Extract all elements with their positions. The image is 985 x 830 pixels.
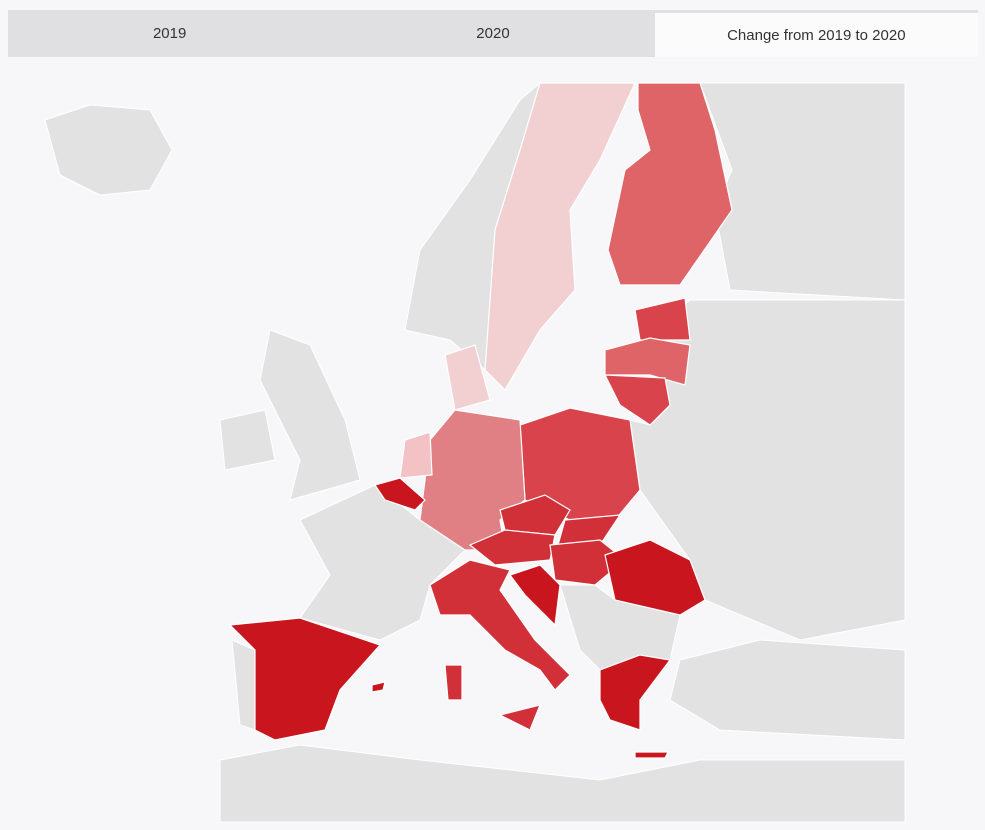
estonia [634,297,691,341]
tab-bar: 2019 2020 Change from 2019 to 2020 [8,10,978,57]
crete [634,751,669,759]
finland [607,82,733,286]
tab[interactable]: 2020 [476,25,510,42]
italy [429,559,571,691]
czechia [499,494,571,536]
background-land [44,81,906,823]
lithuania [604,374,671,426]
sardinia [444,664,463,701]
romania [604,539,706,616]
belgium [374,477,426,511]
spain [228,617,382,741]
denmark [444,344,491,411]
balearics [371,681,386,693]
croatia [509,564,561,627]
countries [228,82,733,759]
netherlands [399,431,433,479]
greece [599,654,672,731]
sweden [484,82,636,391]
tab[interactable]: 2019 [152,25,187,42]
tab[interactable]: Change from 2019 to 2020 [654,13,978,57]
sicily [498,704,541,731]
